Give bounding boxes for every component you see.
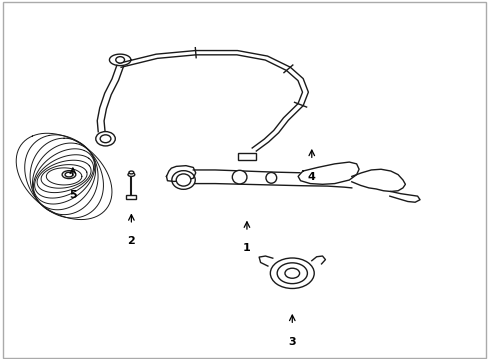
- Ellipse shape: [270, 258, 314, 288]
- Ellipse shape: [232, 170, 246, 184]
- Ellipse shape: [171, 171, 195, 189]
- Polygon shape: [193, 170, 351, 188]
- Ellipse shape: [176, 174, 190, 186]
- Ellipse shape: [277, 263, 307, 284]
- Ellipse shape: [129, 171, 134, 174]
- Polygon shape: [389, 192, 419, 202]
- Ellipse shape: [265, 172, 276, 183]
- Text: 5: 5: [69, 190, 77, 200]
- Ellipse shape: [62, 171, 76, 179]
- Ellipse shape: [65, 172, 73, 177]
- Ellipse shape: [128, 173, 135, 176]
- Text: 4: 4: [307, 172, 315, 182]
- Text: 1: 1: [243, 243, 250, 253]
- Polygon shape: [298, 162, 358, 184]
- Polygon shape: [166, 166, 195, 181]
- Text: 3: 3: [288, 337, 296, 347]
- Circle shape: [116, 57, 124, 63]
- FancyBboxPatch shape: [238, 153, 255, 160]
- Circle shape: [96, 132, 115, 146]
- Text: 2: 2: [127, 236, 135, 246]
- Polygon shape: [351, 169, 405, 192]
- FancyBboxPatch shape: [126, 195, 136, 199]
- Ellipse shape: [285, 268, 299, 278]
- Circle shape: [100, 135, 111, 143]
